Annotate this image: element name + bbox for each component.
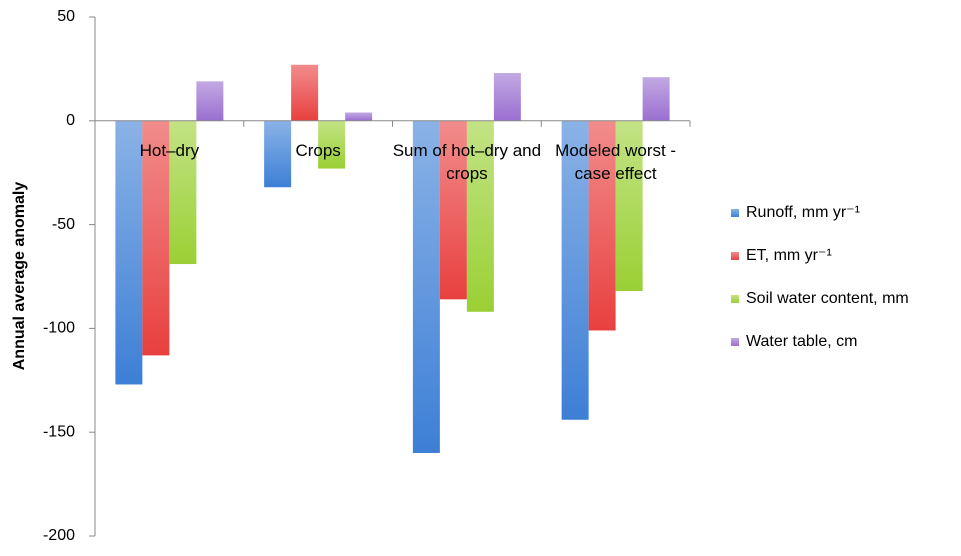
bar — [588, 120, 616, 331]
bar — [439, 120, 467, 300]
legend-swatch — [731, 252, 739, 260]
bar — [493, 73, 521, 121]
legend-swatch — [731, 295, 739, 303]
bar — [142, 120, 170, 356]
bar — [561, 120, 589, 420]
legend-label: ET, mm yr⁻¹ — [746, 247, 832, 264]
legend-swatch — [731, 209, 739, 217]
bar — [196, 81, 224, 121]
bar — [115, 120, 143, 385]
bar — [345, 112, 373, 121]
category-label: Hot–dry — [139, 141, 200, 160]
category-label: Sum of hot–dry and crops — [392, 141, 542, 183]
bar — [412, 120, 440, 453]
legend-label: Runoff, mm yr⁻¹ — [746, 204, 860, 221]
y-tick-label: -200 — [43, 527, 75, 544]
category-label: Crops — [295, 141, 341, 160]
bar — [615, 120, 643, 292]
y-tick-label: 0 — [66, 112, 75, 129]
y-tick-label: -100 — [43, 320, 75, 337]
y-tick-label: -50 — [52, 216, 75, 233]
legend-label: Water table, cm — [746, 333, 857, 350]
bar — [466, 120, 494, 312]
legend-label: Soil water content, mm — [746, 290, 909, 307]
bar — [642, 77, 670, 121]
bar — [169, 120, 197, 265]
y-tick-label: 50 — [57, 8, 75, 25]
bar — [291, 64, 319, 121]
y-tick-label: -150 — [43, 423, 75, 440]
bar — [318, 120, 346, 169]
y-axis-label: Annual average anomaly — [11, 182, 28, 371]
bar — [264, 120, 292, 188]
category-label: Modeled worst - case effect — [555, 141, 677, 183]
legend-swatch — [731, 338, 739, 346]
